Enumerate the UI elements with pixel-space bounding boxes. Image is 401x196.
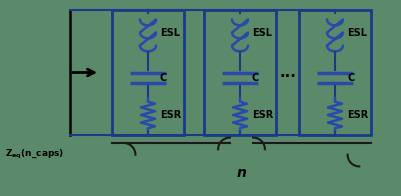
Text: C: C [347, 73, 354, 83]
Text: ESR: ESR [347, 110, 368, 120]
Text: $\mathbf{Z_{eq}}$$\mathbf{(n\_caps)}$: $\mathbf{Z_{eq}}$$\mathbf{(n\_caps)}$ [5, 146, 64, 160]
Text: ESR: ESR [252, 110, 273, 120]
Text: C: C [160, 73, 167, 83]
Bar [204, 10, 276, 135]
Text: ESL: ESL [347, 27, 367, 37]
Text: n: n [237, 166, 247, 180]
Text: ESL: ESL [160, 27, 180, 37]
Bar [112, 10, 184, 135]
Text: C: C [252, 73, 259, 83]
Text: ...: ... [279, 65, 296, 80]
Text: ESR: ESR [160, 110, 181, 120]
Text: ESL: ESL [252, 27, 272, 37]
Bar [299, 10, 371, 135]
